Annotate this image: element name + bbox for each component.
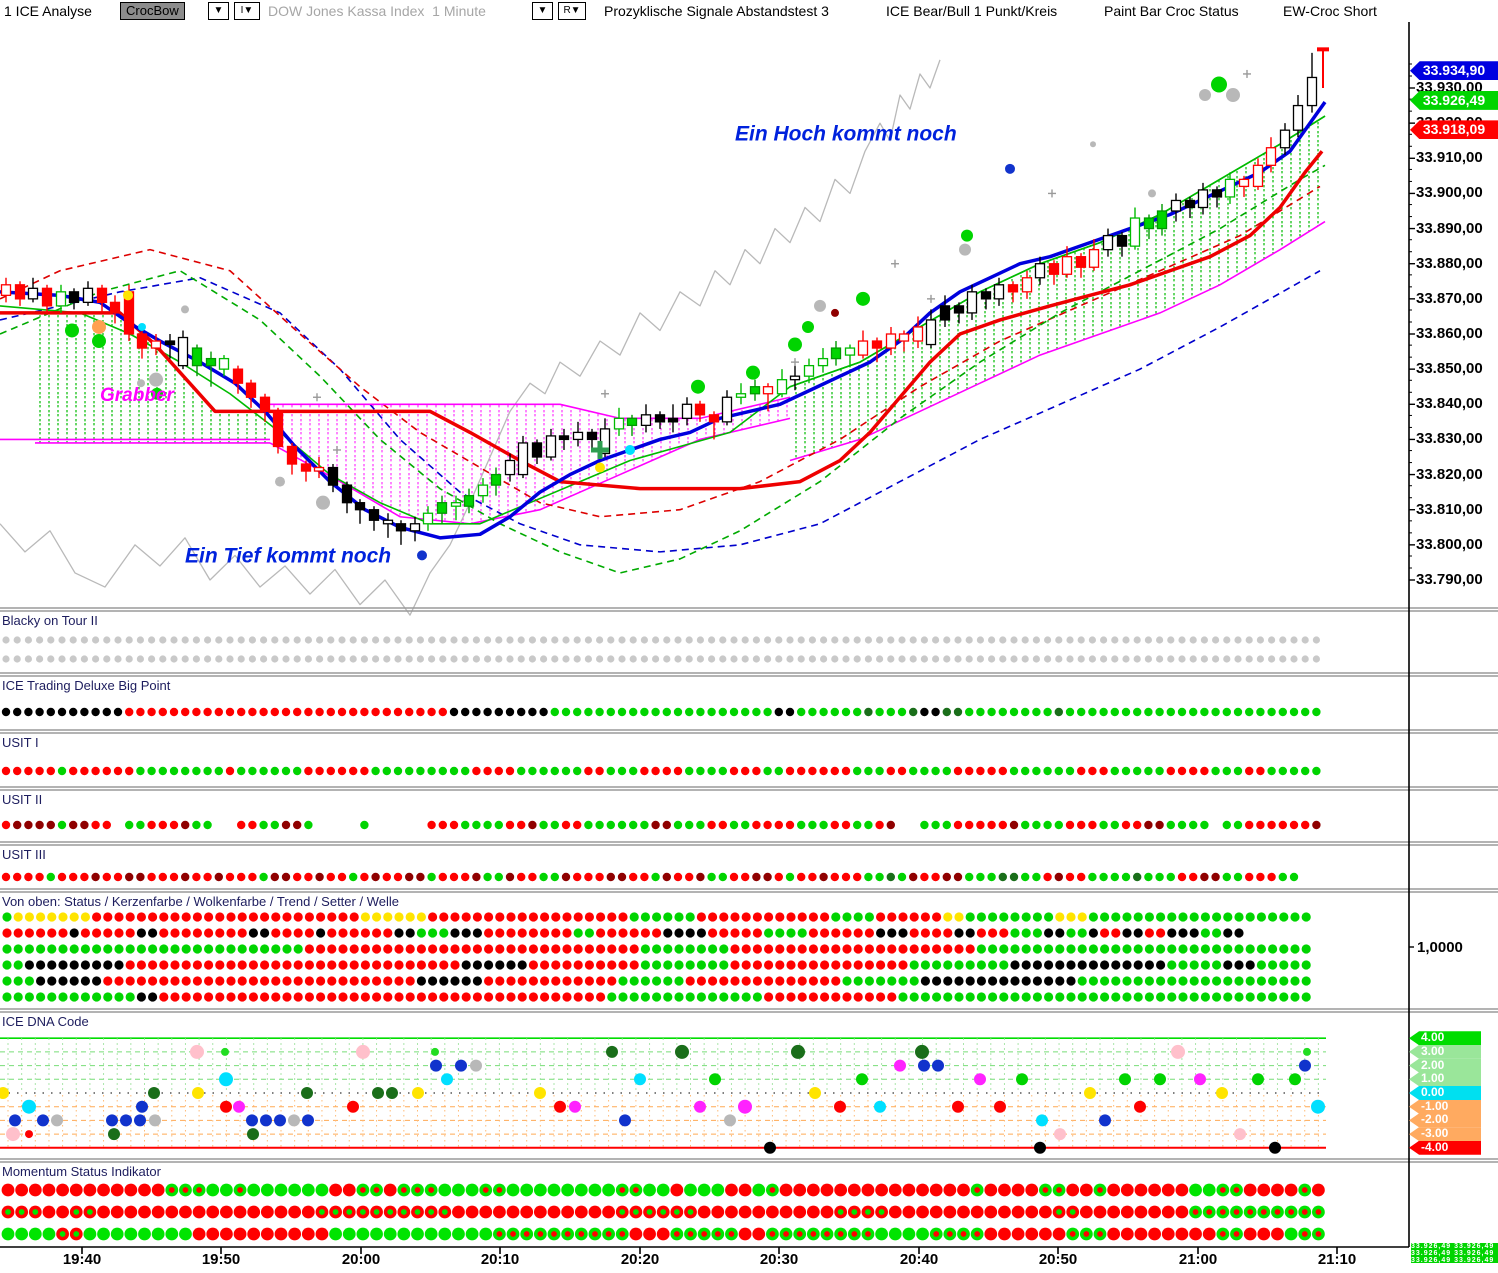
cloud-layer [35, 115, 1326, 525]
vonoben-axis-value: 1,0000 [1417, 939, 1463, 956]
price-tag: 33.934,90 [1410, 61, 1498, 81]
signal-label-prozyklische: Prozyklische Signale Abstandstest 3 [604, 3, 829, 19]
price-tick-label: 33.840,00 [1416, 395, 1483, 413]
dna-scale-tag: -1.00 [1409, 1099, 1481, 1114]
chart-annotation: Ein Tief kommt noch [185, 544, 391, 567]
analysis-label: 1 ICE Analyse [4, 3, 92, 19]
axes-layer [0, 22, 1498, 1254]
chart-markers-layer [65, 69, 1251, 561]
price-tick-label: 33.880,00 [1416, 254, 1483, 272]
time-tick-label: 20:40 [899, 1251, 939, 1268]
panel-title-usit1: USIT I [2, 735, 39, 750]
instrument-label: DOW Jones Kassa Index 1 Minute [268, 3, 486, 19]
price-tick-label: 33.810,00 [1416, 500, 1483, 518]
price-tick-label: 33.860,00 [1416, 325, 1483, 342]
dna-scale-tag: 2.00 [1409, 1058, 1481, 1073]
annotations-layer: Ein Hoch kommt noch Ein Tief kommt noch Gr… [100, 123, 957, 568]
chart-annotation: Grabber [100, 385, 176, 406]
price-tick-label: 33.800,00 [1416, 535, 1483, 553]
price-tick-label: 33.890,00 [1416, 219, 1483, 237]
gray-zigzag [0, 59, 941, 616]
dashed-blue [0, 270, 1321, 553]
time-tick-label: 20:30 [759, 1251, 799, 1268]
time-tick-label: 21:00 [1178, 1251, 1218, 1268]
signal-label-bearbull: ICE Bear/Bull 1 Punkt/Kreis [886, 3, 1058, 19]
price-tag: 33.926,49 [1410, 90, 1498, 110]
preset-dropdown-button[interactable]: ▼ [208, 2, 229, 20]
signal-label-ewcroc: EW-Croc Short [1283, 3, 1377, 19]
time-tick-label: 19:50 [201, 1251, 241, 1268]
dna-panel-layer [0, 1037, 1326, 1154]
time-tick-label: 20:50 [1038, 1251, 1078, 1268]
panel-title-dnacode: ICE DNA Code [2, 1014, 89, 1029]
time-tick-label: 21:10 [1317, 1251, 1357, 1268]
dashed-red [0, 185, 1321, 518]
time-tick-label: 20:00 [341, 1251, 381, 1268]
price-tick-label: 33.820,00 [1416, 465, 1483, 483]
time-tick-label: 20:10 [480, 1251, 520, 1268]
panel-title-usit2: USIT II [2, 792, 43, 807]
price-tick-label: 33.870,00 [1416, 289, 1483, 307]
panel-title-usit3: USIT III [2, 847, 46, 862]
dna-scale-tag: -4.00 [1409, 1140, 1481, 1155]
dna-scale-tag: 3.00 [1409, 1044, 1481, 1059]
price-tick-label: 33.830,00 [1416, 430, 1483, 448]
panel-title-momentum: Momentum Status Indikator [2, 1164, 161, 1179]
red-thick [0, 150, 1324, 491]
price-tick-label: 33.850,00 [1416, 360, 1483, 378]
dna-scale-tag: -2.00 [1409, 1113, 1481, 1128]
range-dropdown-button[interactable]: R▼ [558, 2, 586, 20]
time-tick-label: 20:20 [620, 1251, 660, 1268]
panel-title-bigpoint: ICE Trading Deluxe Big Point [2, 678, 171, 693]
panel-title-vonoben: Von oben: Status / Kerzenfarbe / Wolkenf… [2, 894, 399, 909]
candles-layer [0, 47, 1329, 545]
session-price-tag: 33.926,49 33.926,49 33.926,49 33.926,49 … [1411, 1243, 1498, 1263]
price-tick-label: 33.900,00 [1416, 184, 1483, 202]
chart-annotation: Ein Hoch kommt noch [735, 123, 957, 146]
panel-title-blacky: Blacky on Tour II [2, 613, 98, 628]
time-tick-label: 19:40 [62, 1251, 102, 1268]
signal-label-paintbar: Paint Bar Croc Status [1104, 3, 1239, 19]
dashed-green [0, 164, 1326, 574]
indicator-lines-layer [0, 59, 1327, 616]
green-thin [0, 115, 1326, 525]
indicator-dropdown-button[interactable]: I▼ [234, 2, 260, 20]
instrument-dropdown-button[interactable]: ▼ [532, 2, 553, 20]
preset-button-crocbow[interactable]: CrocBow [120, 2, 185, 20]
price-tick-label: 33.790,00 [1416, 571, 1483, 588]
dna-scale-tag: 1.00 [1409, 1072, 1481, 1087]
dna-scale-tag: 0.00 [1409, 1086, 1481, 1100]
dna-scale-tag: 4.00 [1409, 1031, 1481, 1046]
dna-scale-tag: -3.00 [1409, 1127, 1481, 1142]
indicator-dots-layer [1, 636, 1325, 1241]
price-tick-label: 33.910,00 [1416, 149, 1483, 167]
price-tag: 33.918,09 [1410, 120, 1498, 140]
